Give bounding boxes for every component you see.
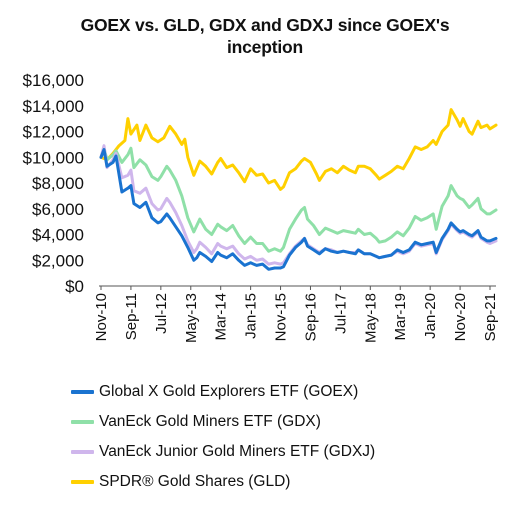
x-tick-label: Mar-14 <box>213 293 230 341</box>
y-tick-label: $6,000 <box>32 200 84 219</box>
legend-swatch <box>71 420 94 424</box>
x-tick-label: Mar-19 <box>392 293 409 341</box>
x-tick-label: May-18 <box>362 293 379 343</box>
legend-label: Global X Gold Explorers ETF (GOEX) <box>99 383 359 400</box>
y-axis-tick-labels: $0 $2,000 $4,000 $6,000 $8,000 $10,000 $12,000… <box>23 71 84 296</box>
y-tick-label: $2,000 <box>32 251 84 270</box>
y-tick-label: $4,000 <box>32 226 84 245</box>
legend-swatch <box>71 450 94 454</box>
legend-swatch <box>71 390 94 394</box>
x-axis-tick-labels: Nov-10 Sep-11 Jul-12 May-13 Mar-14 Jan-15 Nov-… <box>93 286 499 343</box>
x-tick-label: Jul-17 <box>332 293 349 334</box>
series-lines <box>99 108 498 271</box>
series-line <box>99 148 498 271</box>
legend-item: Global X Gold Explorers ETF (GOEX) <box>71 380 358 404</box>
legend-label: VanEck Junior Gold Miners ETF (GDXJ) <box>99 443 376 460</box>
legend-swatch <box>71 480 94 484</box>
x-tick-label: Sep-16 <box>302 293 319 341</box>
x-tick-label: May-13 <box>183 293 200 343</box>
legend-label: SPDR® Gold Shares (GLD) <box>99 473 291 490</box>
y-tick-label: $8,000 <box>32 174 84 193</box>
chart-title-line-1: GOEX vs. GLD, GDX and GDXJ since GOEX's <box>80 15 450 35</box>
legend-label: VanEck Gold Miners ETF (GDX) <box>99 413 321 430</box>
series-line <box>99 108 498 191</box>
y-tick-label: $0 <box>65 277 84 296</box>
x-tick-label: Jan-20 <box>422 293 439 339</box>
x-tick-label: Sep-11 <box>123 293 140 340</box>
x-tick-label: Jan-15 <box>243 293 260 339</box>
legend-item: VanEck Junior Gold Miners ETF (GDXJ) <box>71 440 375 464</box>
y-tick-label: $12,000 <box>23 123 84 142</box>
legend-item: VanEck Gold Miners ETF (GDX) <box>71 410 321 434</box>
y-tick-label: $16,000 <box>23 71 84 90</box>
x-tick-label: Nov-20 <box>452 293 469 341</box>
x-tick-label: Nov-15 <box>273 293 290 341</box>
chart-title-line-2: inception <box>227 37 303 57</box>
line-chart: $0 $2,000 $4,000 $6,000 $8,000 $10,000 $12,000… <box>23 71 499 343</box>
legend-item: SPDR® Gold Shares (GLD) <box>71 470 290 494</box>
x-tick-label: Nov-10 <box>93 293 110 341</box>
series-line <box>99 146 498 253</box>
x-tick-label: Sep-21 <box>482 293 499 341</box>
y-tick-label: $10,000 <box>23 148 84 167</box>
x-tick-label: Jul-12 <box>153 293 170 334</box>
y-tick-label: $14,000 <box>23 97 84 116</box>
